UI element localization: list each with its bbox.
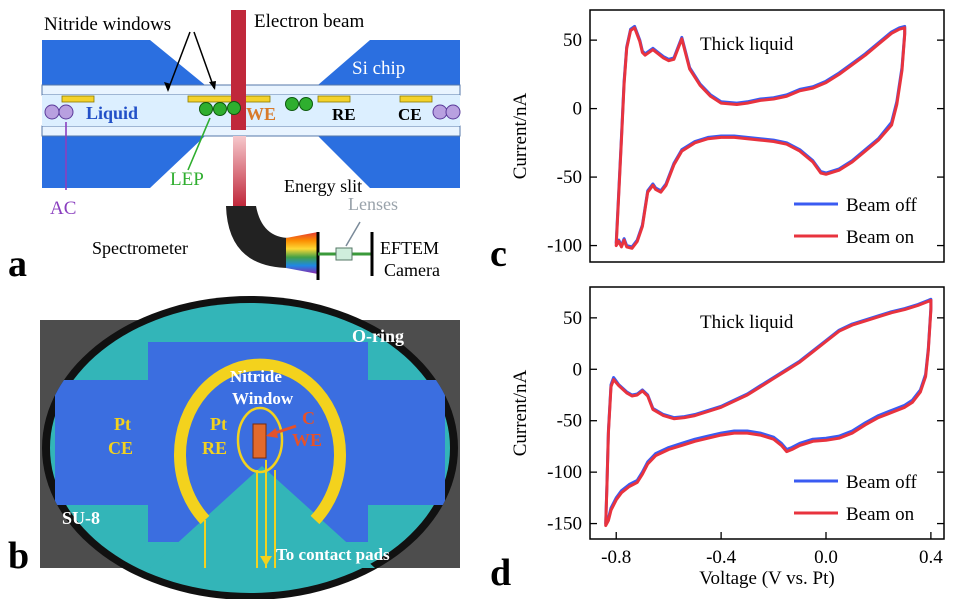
- electron-beam-upper: [231, 10, 246, 130]
- si-chip-bottom-right: [318, 136, 460, 188]
- chart-d-xtick-label: 0.0: [814, 547, 838, 568]
- lep-particle-5: [299, 97, 313, 111]
- nitride-arrow-1-head: [164, 82, 171, 92]
- label-nitride: Nitride: [230, 367, 282, 386]
- we-carbon-electrode: [252, 423, 267, 459]
- chart-d-xtick-label: -0.4: [706, 547, 737, 568]
- label-nitride-windows: Nitride windows: [44, 14, 171, 35]
- chart-c-ytick-label: 0: [573, 99, 583, 120]
- chart-c: Thick liquid Current/nA c -100 -50 0 50 Beam…: [490, 9, 945, 275]
- lep-particle-4: [285, 97, 299, 111]
- lep-particle-2: [213, 102, 227, 116]
- nitride-arrow-2: [193, 31, 215, 89]
- chart-c-frame: [589, 9, 945, 263]
- electrode-we: [187, 95, 271, 103]
- label-electron-beam: Electron beam: [254, 11, 364, 32]
- label-pt-re-2: RE: [202, 438, 227, 458]
- ac-bubble-left-2: [58, 104, 74, 120]
- panel-a: Nitride windows Electron beam Si chip Li…: [8, 10, 461, 285]
- label-pt-re-1: Pt: [210, 414, 227, 434]
- si-chip-top-left: [42, 40, 205, 85]
- chart-c-ylabel: Current/nA: [510, 92, 531, 179]
- chart-c-ytick-label: -50: [557, 167, 582, 188]
- chart-d: Thick liquid Current/nA Voltage (V vs. P…: [490, 286, 945, 594]
- si-chip-bottom-left: [42, 136, 205, 188]
- label-su8: SU-8: [62, 508, 100, 528]
- chart-d-ytick-label: 0: [573, 359, 583, 380]
- label-pt-ce-2: CE: [108, 438, 133, 458]
- spectrometer-dispersion: [286, 232, 318, 274]
- label-spectrometer: Spectrometer: [92, 238, 188, 258]
- electrode-left: [61, 95, 95, 103]
- label-camera: Camera: [384, 260, 440, 280]
- chart-c-legend-label: Beam on: [846, 227, 915, 248]
- panel-letter-c: c: [490, 233, 507, 275]
- nitride-arrow-1: [167, 31, 191, 91]
- chart-c-title: Thick liquid: [700, 34, 794, 55]
- panel-letter-b: b: [8, 535, 29, 577]
- contact-arrow-head: [260, 556, 272, 566]
- chart-d-xtick-label: -0.8: [601, 547, 631, 568]
- chart-d-xlabel: Voltage (V vs. Pt): [699, 568, 834, 589]
- chart-d-ylabel: Current/nA: [510, 369, 531, 456]
- ac-bubble-left-1: [44, 104, 60, 120]
- panel-letter-a: a: [8, 243, 27, 285]
- chart-d-ytick-label: -100: [547, 462, 582, 483]
- chart-d-ytick-label: -150: [547, 514, 582, 535]
- label-eftem: EFTEM: [380, 238, 439, 258]
- electrode-re: [317, 95, 351, 103]
- label-contact-pads: To contact pads: [276, 545, 390, 564]
- electrode-ce: [399, 95, 433, 103]
- label-lenses: Lenses: [348, 194, 398, 214]
- ac-bubble-right-2: [445, 104, 461, 120]
- chart-c-legend-label: Beam off: [846, 195, 918, 216]
- si-chip-top-right: [318, 40, 460, 85]
- ac-bubble-right-1: [432, 104, 448, 120]
- label-c: C: [302, 408, 315, 428]
- label-lep: LEP: [170, 169, 204, 190]
- label-ac: AC: [50, 198, 76, 219]
- nitride-arrow-2-head: [209, 81, 216, 90]
- re-loop: [236, 406, 284, 474]
- lep-particle-3: [227, 101, 241, 115]
- blue-contact-pattern: [55, 342, 445, 542]
- chart-d-series-beam-on: [604, 298, 933, 528]
- su8-triangle: [150, 466, 375, 568]
- ce-ring: [174, 358, 346, 525]
- lep-particle-1: [199, 102, 213, 116]
- electron-beam-lower: [233, 136, 246, 206]
- label-ce: CE: [398, 105, 422, 124]
- label-o-ring: O-ring: [352, 326, 404, 346]
- label-energy: Energy slit: [284, 176, 362, 196]
- chart-c-ytick-label: -100: [547, 236, 582, 257]
- lep-arrow: [187, 117, 211, 171]
- c-arrow-head: [266, 428, 278, 438]
- label-pt-ce-1: Pt: [114, 414, 131, 434]
- chart-d-xtick-label: 0.4: [919, 547, 943, 568]
- label-we-b: WE: [292, 430, 322, 450]
- chart-d-ytick-label: -50: [557, 411, 582, 432]
- lenses-box: [335, 247, 353, 261]
- chart-d-title: Thick liquid: [700, 312, 794, 333]
- spectrometer-magnet: [226, 206, 290, 268]
- panel-letter-d: d: [490, 552, 511, 594]
- label-window: Window: [232, 389, 294, 408]
- nitride-membrane-top: [41, 84, 461, 96]
- label-re: RE: [332, 105, 356, 124]
- label-liquid: Liquid: [86, 103, 138, 123]
- chart-c-series-beam-on: [614, 26, 907, 250]
- chart-c-ytick-label: 50: [563, 30, 582, 51]
- label-si-chip: Si chip: [352, 58, 405, 79]
- chart-d-legend-label: Beam off: [846, 472, 918, 493]
- label-we: WE: [246, 104, 276, 124]
- panel-b: O-ring Nitride Window Pt CE Pt RE C WE S…: [8, 296, 460, 599]
- chart-d-legend-label: Beam on: [846, 504, 915, 525]
- chart-d-frame: [589, 286, 945, 540]
- chart-d-ytick-label: 50: [563, 308, 582, 329]
- lenses-arrow: [345, 221, 361, 247]
- nitride-membrane-bottom: [41, 125, 461, 137]
